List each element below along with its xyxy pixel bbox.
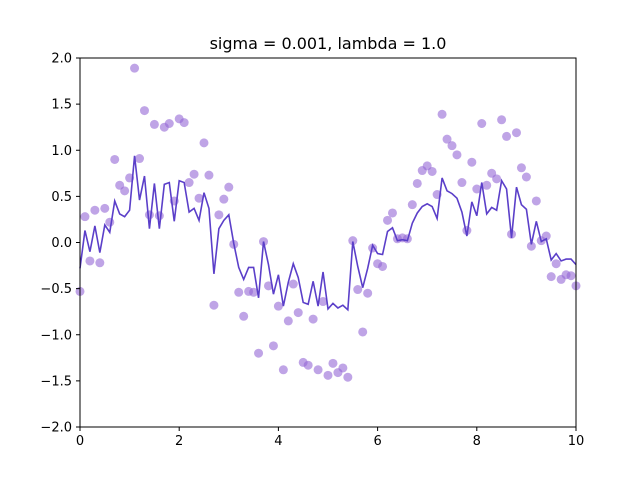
data-point	[214, 210, 224, 220]
data-point	[348, 236, 358, 246]
data-point	[139, 106, 149, 116]
data-point	[179, 118, 189, 128]
data-point	[353, 285, 363, 295]
x-tick-label: 8	[473, 434, 481, 449]
y-tick-label: 0.5	[51, 190, 72, 205]
data-point	[328, 358, 338, 368]
data-point	[130, 63, 140, 73]
y-axis: 2.0 1.5 1.0 0.5 0.0 −0.5 −1.0 −1.5 −2.0	[40, 52, 80, 436]
data-point	[80, 212, 90, 222]
data-point	[164, 119, 174, 128]
data-point	[283, 316, 293, 326]
data-point	[452, 150, 462, 160]
x-tick-label: 2	[175, 434, 183, 449]
data-point	[318, 297, 328, 307]
scatter-points	[75, 63, 581, 382]
data-point	[546, 272, 556, 282]
data-point	[144, 210, 154, 220]
data-point	[199, 138, 209, 148]
data-point	[387, 208, 397, 218]
data-point	[497, 115, 507, 125]
data-point	[407, 200, 417, 210]
data-point	[85, 256, 95, 266]
y-tick-label: −0.5	[40, 282, 72, 297]
x-tick-label: 6	[373, 434, 381, 449]
x-tick-label: 10	[568, 434, 585, 449]
data-point	[457, 178, 467, 188]
data-point	[204, 170, 214, 180]
data-point	[194, 193, 204, 203]
data-point	[378, 261, 388, 271]
data-point	[224, 182, 234, 192]
data-point	[566, 271, 576, 281]
data-point	[492, 174, 502, 184]
data-point	[482, 180, 492, 190]
data-point	[154, 211, 164, 221]
data-point	[541, 231, 551, 241]
data-point	[120, 186, 130, 196]
y-tick-label: −1.0	[40, 328, 72, 343]
x-tick-label: 0	[76, 434, 84, 449]
data-point	[268, 341, 278, 351]
data-point	[135, 154, 145, 164]
fit-line	[79, 155, 577, 312]
x-axis: 0 2 4 6 8 10	[76, 427, 584, 449]
plot-area	[75, 63, 581, 382]
data-point	[308, 314, 318, 324]
x-tick-label: 4	[274, 434, 282, 449]
data-point	[273, 301, 283, 311]
data-point	[105, 217, 115, 227]
data-point	[516, 163, 526, 173]
chart-title: sigma = 0.001, lambda = 1.0	[210, 34, 447, 53]
data-point	[234, 287, 244, 297]
data-point	[551, 259, 561, 269]
data-point	[412, 178, 422, 188]
data-point	[219, 194, 229, 204]
y-tick-label: −1.5	[40, 374, 72, 389]
data-point	[278, 365, 288, 375]
data-point	[447, 141, 457, 151]
data-point	[149, 119, 159, 129]
data-point	[189, 169, 199, 179]
data-point	[95, 258, 105, 268]
data-point	[427, 166, 437, 176]
data-point	[531, 196, 541, 206]
data-point	[502, 131, 512, 141]
data-point	[323, 370, 333, 380]
data-point	[288, 279, 298, 289]
y-tick-label: −2.0	[40, 421, 72, 436]
data-point	[437, 109, 447, 119]
data-point	[303, 360, 313, 370]
data-point	[467, 157, 477, 167]
data-point	[110, 154, 120, 164]
data-point	[363, 288, 373, 298]
data-point	[209, 300, 219, 310]
data-point	[100, 203, 110, 213]
data-point	[442, 134, 452, 144]
data-point	[184, 178, 194, 188]
data-point	[358, 327, 368, 337]
y-tick-label: 1.5	[51, 98, 72, 113]
data-point	[511, 128, 521, 138]
data-point	[472, 184, 482, 194]
data-point	[343, 372, 353, 382]
data-point	[263, 281, 273, 291]
data-point	[313, 365, 323, 375]
y-tick-label: 1.0	[51, 144, 72, 159]
y-tick-label: 2.0	[51, 52, 72, 67]
data-point	[249, 287, 259, 297]
data-point	[293, 308, 303, 318]
y-tick-label: 0.0	[51, 236, 72, 251]
data-point	[254, 348, 264, 358]
data-point	[477, 119, 487, 128]
data-point	[526, 241, 536, 251]
data-point	[239, 311, 249, 321]
data-point	[383, 215, 393, 225]
data-point	[90, 205, 100, 215]
data-point	[521, 172, 531, 182]
data-point	[338, 363, 348, 373]
